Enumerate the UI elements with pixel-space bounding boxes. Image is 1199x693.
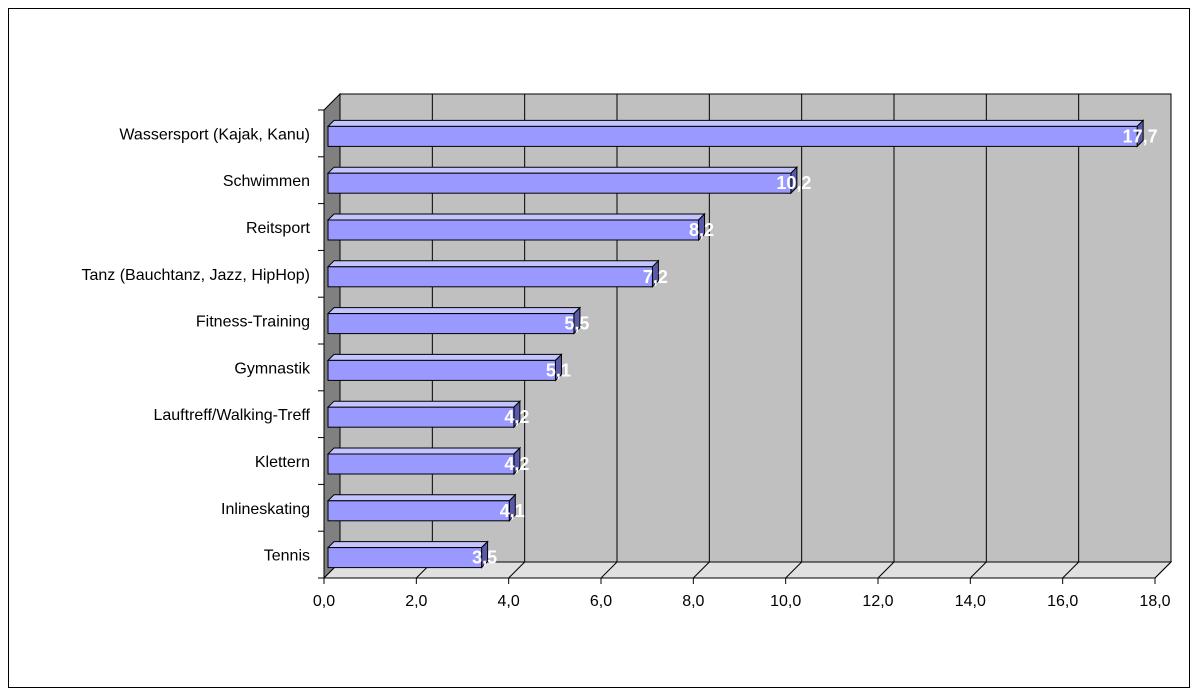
gridline-floor xyxy=(600,561,618,579)
category-label: Wassersport (Kajak, Kanu) xyxy=(119,126,310,143)
bar xyxy=(327,359,556,381)
bar-top xyxy=(326,213,706,221)
x-tick-label: 12,0 xyxy=(862,593,893,610)
bar-top xyxy=(326,119,1145,127)
category-label: Tanz (Bauchtanz, Jazz, HipHop) xyxy=(81,267,310,284)
bar xyxy=(327,406,515,428)
bar xyxy=(327,453,515,475)
category-label: Tennis xyxy=(264,548,310,565)
bar xyxy=(327,125,1138,147)
x-tick-label: 6,0 xyxy=(590,593,612,610)
category-label: Lauftreff/Walking-Treff xyxy=(153,407,310,424)
gridline-floor xyxy=(877,561,895,579)
x-tick-label: 14,0 xyxy=(955,593,986,610)
category-label: Fitness-Training xyxy=(196,314,310,331)
bar-top xyxy=(326,400,522,408)
data-label: 5,1 xyxy=(546,360,571,380)
category-label: Gymnastik xyxy=(234,360,311,377)
data-label: 10,2 xyxy=(776,173,811,193)
x-tick-label: 8,0 xyxy=(682,593,704,610)
gridline-floor xyxy=(785,561,803,579)
bar xyxy=(327,547,483,569)
x-tick-label: 16,0 xyxy=(1047,593,1078,610)
bar-top xyxy=(326,260,660,268)
bar xyxy=(327,266,653,288)
x-tick-label: 18,0 xyxy=(1139,593,1170,610)
x-tick-label: 0,0 xyxy=(313,593,335,610)
bar-top xyxy=(326,166,799,174)
data-label: 17,7 xyxy=(1123,126,1158,146)
category-label: Schwimmen xyxy=(223,173,310,190)
bar xyxy=(327,313,575,335)
x-tick-label: 10,0 xyxy=(770,593,801,610)
category-label: Inlineskating xyxy=(221,501,310,518)
bar-top xyxy=(326,494,517,502)
bar xyxy=(327,172,792,194)
gridline-floor xyxy=(692,561,710,579)
x-tick-label: 4,0 xyxy=(498,593,520,610)
data-label: 4,1 xyxy=(500,501,525,521)
gridline-floor xyxy=(508,561,526,579)
gridline-floor xyxy=(1062,561,1080,579)
data-label: 3,5 xyxy=(472,548,497,568)
category-label: Klettern xyxy=(255,454,310,471)
data-label: 7,2 xyxy=(643,267,668,287)
bar-top xyxy=(326,541,489,549)
bar-top xyxy=(326,307,582,315)
bar-top xyxy=(326,353,563,361)
bar xyxy=(327,219,700,241)
data-label: 4,2 xyxy=(504,407,529,427)
bar-top xyxy=(326,447,522,455)
bar xyxy=(327,500,510,522)
data-label: 5,5 xyxy=(564,314,589,334)
data-label: 4,2 xyxy=(504,454,529,474)
x-tick-label: 2,0 xyxy=(405,593,427,610)
gridline-floor xyxy=(969,561,987,579)
data-label: 8,2 xyxy=(689,220,714,240)
category-label: Reitsport xyxy=(246,220,311,237)
gridline-floor xyxy=(1154,561,1172,579)
